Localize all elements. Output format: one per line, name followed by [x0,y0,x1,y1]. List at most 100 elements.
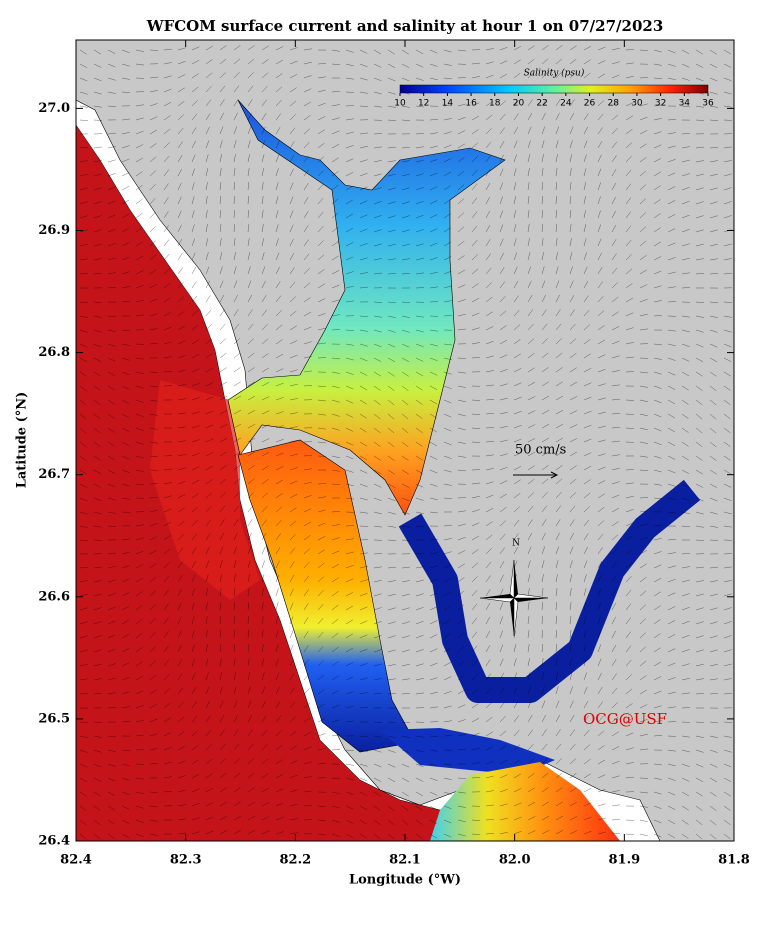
vector [723,301,732,303]
vector [625,645,632,653]
vector [261,140,265,149]
vector [345,185,354,191]
vector [79,805,87,812]
vector [485,819,494,821]
vector [681,257,690,261]
vector [163,370,172,373]
vector [79,357,88,363]
vector [191,730,198,737]
vector [233,815,242,821]
vector [583,658,587,667]
vector [303,717,311,723]
vector [247,560,251,569]
vector [485,561,492,569]
vector [275,73,283,79]
vector [317,313,326,317]
vector [681,371,690,377]
vector [289,494,298,499]
vector [289,701,296,709]
vector [191,759,199,765]
vector [289,602,294,611]
vector [709,621,718,625]
vector [79,427,87,434]
vector [415,257,424,261]
vector [597,715,604,723]
vector [135,270,144,275]
vector [177,426,186,429]
vector [93,525,102,528]
vector [499,383,508,387]
vector [457,313,466,317]
vector [79,777,88,783]
vector [695,721,704,724]
vector [149,328,158,331]
vector [79,329,88,333]
vector [177,480,186,485]
vector [121,538,130,541]
vector [723,105,732,108]
vector [457,550,466,555]
vector [681,159,690,163]
vector [289,412,298,415]
vector [415,566,424,569]
vector [653,371,662,375]
vector [527,45,535,51]
vector [695,385,703,391]
vector [555,182,558,191]
vector [401,427,409,434]
vector [667,763,676,767]
vector [527,294,533,303]
vector [93,469,102,475]
vector [401,315,410,318]
vector [485,196,491,205]
vector [723,49,732,55]
vector [233,323,240,331]
vector [667,706,676,709]
vector [485,731,493,737]
vector [569,816,578,821]
vector [233,196,235,205]
vector [541,519,547,527]
vector [555,787,563,793]
vector [121,605,130,611]
vector [681,272,690,275]
vector [359,552,368,555]
vector [261,588,264,597]
vector [317,805,326,807]
vector [401,243,410,247]
vector [247,602,250,611]
vector [485,370,494,373]
vector [289,760,298,765]
vector [317,89,326,93]
vector [429,749,438,752]
vector [499,831,508,835]
vector [79,678,88,681]
vector [79,441,87,448]
vector [583,309,590,317]
vector [401,371,409,377]
vector [261,72,269,79]
vector [387,243,396,247]
vector [527,616,530,625]
vector [191,439,200,443]
vector [121,662,130,667]
vector [681,105,690,108]
vector [149,604,156,611]
vector [723,483,732,488]
vector [653,213,661,219]
vector [331,819,340,823]
vector [597,574,602,583]
vector [93,635,102,639]
vector [485,687,492,695]
vector [611,687,618,695]
vector [695,805,703,811]
vector [135,483,144,486]
vector [611,702,618,709]
vector [93,593,102,597]
vector [723,749,732,753]
vector [639,328,648,331]
vector [191,644,195,653]
vector [443,538,452,541]
vector [639,313,648,317]
vector [569,505,576,513]
